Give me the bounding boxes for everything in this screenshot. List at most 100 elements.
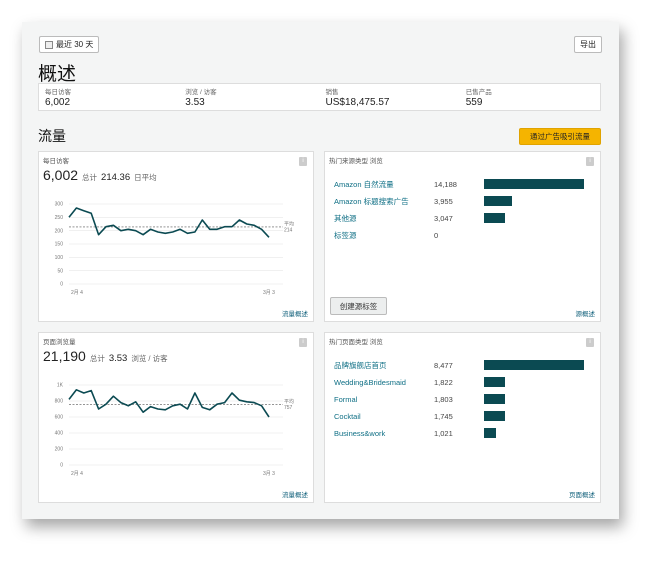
- bar-row-count: 1,745: [434, 411, 453, 421]
- bar-row-count: 1,021: [434, 428, 453, 438]
- page-overview-link[interactable]: 页面概述: [569, 492, 595, 499]
- bar: [484, 213, 506, 223]
- bar-row-label[interactable]: 标签源: [334, 230, 357, 240]
- y-tick-label: 50: [57, 268, 63, 274]
- y-tick-label: 100: [55, 255, 64, 261]
- bar-row-label[interactable]: 其他源: [334, 213, 357, 223]
- daily-visitors-panel: 每日访客 i 6,002 总计 214.36 日平均 300 250 200 150 1…: [38, 151, 314, 322]
- bar-row: Wedding&Bridesmaid 1,822: [334, 377, 506, 387]
- overview-title: 概述: [38, 64, 77, 85]
- pageviews-summary: 21,190 总计 3.53 浏览 / 访客: [43, 348, 168, 364]
- y-tick-label: 150: [55, 242, 64, 248]
- bar: [484, 394, 506, 404]
- visitors-avg: 214.36: [101, 172, 131, 183]
- traffic-title: 流量: [38, 128, 66, 144]
- bar-row-label[interactable]: Amazon 自然流量: [334, 179, 394, 189]
- bar-row-label[interactable]: Cocktail: [334, 411, 361, 421]
- y-tick-label: 300: [55, 202, 64, 208]
- y-tick-label: 0: [60, 463, 63, 469]
- top-pages-panel: 热门页面类型 浏览 i 品牌旗舰店首页 8,477 Wedding&Bridesma…: [324, 332, 601, 503]
- info-icon[interactable]: i: [586, 157, 594, 166]
- info-icon[interactable]: i: [299, 338, 307, 347]
- traffic-overview-link[interactable]: 流量概述: [282, 311, 308, 318]
- average-label: 平均: [284, 398, 294, 405]
- avg-suffix: 日平均: [134, 173, 157, 182]
- y-tick-label: 400: [55, 431, 64, 437]
- panel-title: 热门页面类型 浏览: [329, 339, 383, 346]
- bar-row-count: 1,803: [434, 394, 453, 404]
- stat-label: 浏览 / 访客: [185, 89, 217, 96]
- bar-row: Amazon 自然流量 14,188: [334, 179, 584, 189]
- bar-row: Cocktail 1,745: [334, 411, 505, 421]
- visitors-summary: 6,002 总计 214.36 日平均: [43, 167, 157, 183]
- bar-row: Business&work 1,021: [334, 428, 497, 438]
- bar-row-count: 1,822: [434, 377, 453, 387]
- bar: [484, 428, 497, 438]
- pageviews-total: 21,190: [43, 348, 86, 364]
- x-tick-label: 2月 4: [71, 471, 83, 477]
- total-suffix: 总计: [82, 173, 98, 182]
- series-line: [68, 388, 270, 418]
- export-button[interactable]: 导出: [574, 36, 602, 53]
- y-tick-label: 200: [55, 447, 64, 453]
- bar-row-label[interactable]: Wedding&Bridesmaid: [334, 377, 406, 387]
- bar-row-count: 0: [434, 230, 439, 240]
- x-tick-label: 3月 3: [263, 471, 275, 477]
- drive-traffic-ads-button[interactable]: 通过广告吸引流量: [519, 128, 601, 145]
- source-overview-link[interactable]: 源概述: [575, 311, 596, 318]
- date-range-button[interactable]: 最近 30 天: [39, 36, 100, 53]
- x-tick-label: 3月 3: [263, 290, 275, 296]
- bar: [484, 377, 506, 387]
- stat-label: 销售: [325, 89, 339, 96]
- bar-row: 其他源 3,047: [334, 213, 506, 223]
- y-tick-label: 1K: [57, 383, 64, 389]
- average-value: 214: [284, 227, 293, 233]
- stat-value: 3.53: [185, 97, 205, 108]
- panel-title: 页面浏览量: [43, 339, 76, 346]
- traffic-overview-link[interactable]: 流量概述: [282, 492, 308, 499]
- panel-title: 每日访客: [43, 158, 69, 165]
- overview-stats: 每日访客 6,002 浏览 / 访客 3.53 销售 US$18,475.57 …: [38, 83, 601, 111]
- y-tick-label: 0: [60, 282, 63, 288]
- bar-row: Amazon 标题搜索广告 3,955: [334, 196, 512, 206]
- top-sources-panel: 热门来源类型 浏览 i Amazon 自然流量 14,188 Amazon 标题搜索…: [324, 151, 601, 322]
- bar: [484, 360, 584, 370]
- bar-row-count: 3,955: [434, 196, 453, 206]
- stat-value: 6,002: [45, 97, 71, 108]
- bar-row-label[interactable]: Business&work: [334, 428, 386, 438]
- bar: [484, 196, 512, 206]
- total-suffix: 总计: [89, 354, 105, 363]
- dashboard-frame: 最近 30 天 导出 概述 每日访客 6,002 浏览 / 访客 3.53 销售…: [22, 22, 619, 519]
- stat-sales: 销售 US$18,475.57: [320, 84, 460, 110]
- stat-daily-visitors: 每日访客 6,002: [39, 84, 179, 110]
- stat-products-sold: 已售产品 559: [460, 84, 600, 110]
- bar-row-count: 3,047: [434, 213, 453, 223]
- bar-row-label[interactable]: 品牌旗舰店首页: [334, 360, 387, 370]
- panel-title: 热门来源类型 浏览: [329, 158, 383, 165]
- bar-row: 品牌旗舰店首页 8,477: [334, 360, 584, 370]
- create-source-tag-button[interactable]: 创建源标签: [330, 297, 387, 315]
- info-icon[interactable]: i: [299, 157, 307, 166]
- bar-row-count: 14,188: [434, 179, 457, 189]
- calendar-icon: [45, 40, 53, 49]
- x-tick-label: 2月 4: [71, 290, 83, 296]
- bar-row-label[interactable]: Formal: [334, 394, 358, 404]
- bar-row-label[interactable]: Amazon 标题搜索广告: [334, 196, 409, 206]
- avg-suffix: 浏览 / 访客: [131, 354, 168, 363]
- bar-row-count: 8,477: [434, 360, 453, 370]
- y-tick-label: 800: [55, 399, 64, 405]
- visitors-total: 6,002: [43, 167, 79, 183]
- stat-label: 每日访客: [45, 89, 71, 96]
- y-tick-label: 250: [55, 215, 64, 221]
- info-icon[interactable]: i: [586, 338, 594, 347]
- stat-value: US$18,475.57: [325, 97, 390, 108]
- bar-row: 标签源 0: [334, 230, 484, 240]
- pageviews-avg: 3.53: [108, 353, 128, 364]
- series-line: [68, 207, 270, 238]
- bar-row: Formal 1,803: [334, 394, 506, 404]
- date-range-label: 最近 30 天: [56, 40, 94, 49]
- y-tick-label: 600: [55, 415, 64, 421]
- stat-value: 559: [465, 97, 483, 108]
- y-tick-label: 200: [55, 228, 64, 234]
- bar: [484, 179, 584, 189]
